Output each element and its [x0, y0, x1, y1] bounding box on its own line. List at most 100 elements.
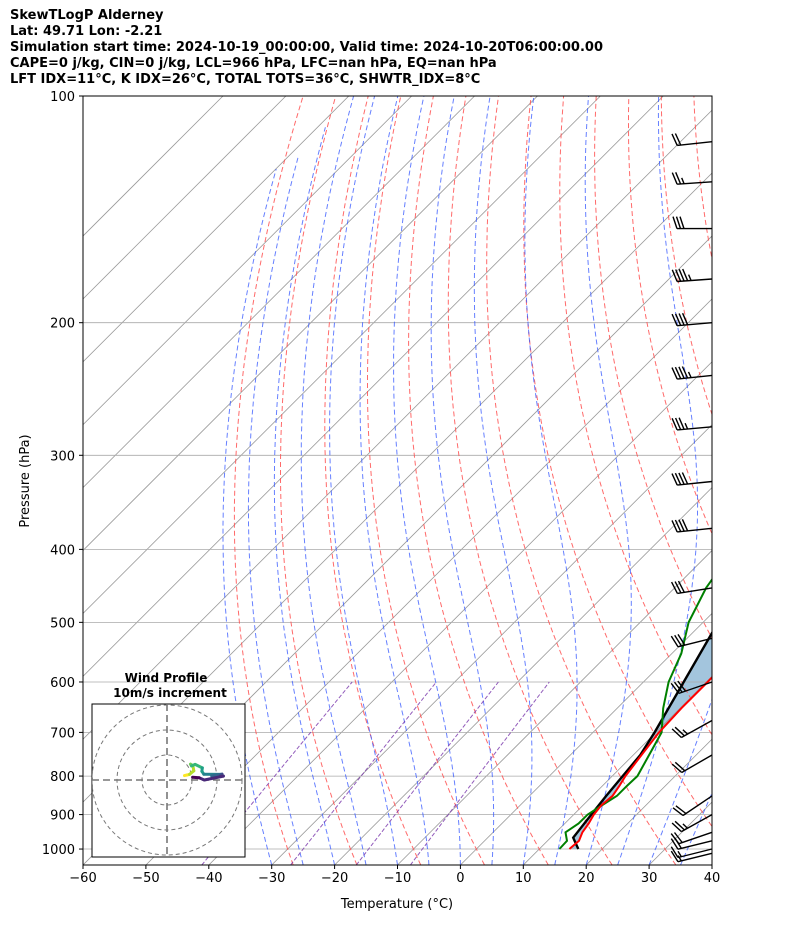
- wind-barb: [671, 519, 713, 533]
- moist-adiabat: [584, 96, 632, 865]
- parcel-profile-line: [571, 630, 712, 850]
- mixing-ratio-line: [409, 681, 550, 865]
- dry-adiabat: [523, 96, 712, 828]
- isotherm-line: [585, 738, 712, 865]
- wind-barb-layer: [670, 133, 713, 863]
- wind-barb: [671, 366, 713, 380]
- isotherm-line: [83, 96, 224, 237]
- wind-barb: [671, 754, 713, 774]
- wind-barb: [670, 831, 713, 845]
- chart-header: SkewTLogP Alderney Lat: 49.71 Lon: -2.21…: [10, 8, 603, 88]
- dry-adiabat: [660, 96, 712, 416]
- isotherm-line: [145, 298, 712, 865]
- moist-adiabat: [711, 863, 712, 865]
- wind-barb: [671, 172, 713, 185]
- y-tick-label: 900: [50, 809, 75, 824]
- wind-barb: [671, 417, 713, 431]
- moist-adiabat: [744, 96, 794, 865]
- wind-barb: [671, 312, 713, 327]
- hodograph-segment: [202, 774, 225, 782]
- x-tick-label: −40: [195, 871, 222, 886]
- simulation-time-line: Simulation start time: 2024-10-19_00:00:…: [10, 40, 603, 55]
- wind-barb: [672, 216, 712, 230]
- y-tick-label: 700: [50, 726, 75, 741]
- dry-adiabat: [408, 96, 549, 865]
- dry-adiabat: [367, 96, 485, 865]
- y-tick-label: 800: [50, 770, 75, 785]
- dry-adiabat: [486, 96, 677, 865]
- moist-adiabat: [300, 96, 367, 865]
- isotherm-line: [83, 96, 412, 426]
- location-line: Lat: 49.71 Lon: -2.21: [10, 24, 163, 39]
- isotherm-line: [83, 96, 287, 300]
- hodograph-segment: [191, 775, 201, 780]
- wind-barb: [671, 133, 713, 147]
- dry-adiabat-layer: [233, 96, 794, 865]
- dry-adiabat: [233, 96, 304, 865]
- isotherm-line: [523, 675, 712, 865]
- wind-barb: [671, 719, 713, 739]
- moist-adiabat: [648, 697, 712, 865]
- y-tick-label: 200: [50, 317, 75, 332]
- mixing-ratio-line: [355, 681, 499, 865]
- x-tick-label: 40: [704, 871, 721, 886]
- isotherm-line: [460, 612, 712, 865]
- isotherm-line: [397, 549, 712, 865]
- isotherm-line: [648, 801, 712, 865]
- isotherm-line: [83, 96, 601, 614]
- temperature-line: [568, 676, 712, 850]
- moist-adiabat: [680, 791, 712, 865]
- chart-title: SkewTLogP Alderney: [10, 8, 164, 23]
- axis-ticks-layer: −60 −50 −40 −30 −20 −10 0 10 20 30 40 1000 900 800 700…: [42, 90, 720, 886]
- x-tick-label: 20: [578, 871, 595, 886]
- isotherm-line: [83, 96, 664, 677]
- y-tick-label: 300: [50, 449, 75, 464]
- hodograph-subtitle: 10m/s increment: [113, 686, 227, 700]
- moist-adiabat: [430, 96, 495, 865]
- wind-barb: [671, 472, 713, 486]
- y-tick-label: 400: [50, 543, 75, 558]
- dry-adiabat: [693, 96, 712, 262]
- x-axis-label: Temperature (°C): [340, 897, 453, 912]
- isotherm-line: [334, 487, 712, 865]
- dry-adiabat: [594, 96, 712, 640]
- profile-layer: [558, 577, 712, 850]
- mixing-ratio-line: [290, 681, 437, 865]
- dry-adiabat: [559, 96, 712, 736]
- wind-barb: [672, 795, 713, 817]
- wind-barb: [670, 680, 713, 695]
- isotherm-line: [83, 96, 538, 552]
- moist-adiabat: [359, 96, 430, 865]
- wind-barb: [671, 268, 713, 283]
- indices-line: LFT IDX=11°C, K IDX=26°C, TOTAL TOTS=36°…: [10, 72, 481, 87]
- y-axis-label: Pressure (hPa): [18, 434, 33, 527]
- moist-adiabat: [473, 96, 533, 865]
- cape-line: CAPE=0 j/kg, CIN=0 j/kg, LCL=966 hPa, LF…: [10, 56, 497, 71]
- y-tick-label: 1000: [42, 843, 75, 858]
- wind-barb: [670, 846, 713, 859]
- dewpoint-line: [558, 577, 712, 850]
- dry-adiabat: [324, 96, 422, 865]
- isotherm-line: [83, 96, 350, 363]
- y-tick-label: 500: [50, 616, 75, 631]
- x-tick-label: −10: [384, 871, 411, 886]
- moist-adiabat: [524, 96, 578, 865]
- y-tick-label: 600: [50, 676, 75, 691]
- moist-adiabat: [329, 96, 398, 865]
- moist-adiabat: [617, 96, 699, 865]
- dry-adiabat: [759, 96, 794, 865]
- wind-barb: [670, 634, 713, 648]
- x-tick-label: 0: [456, 871, 464, 886]
- isotherm-line: [271, 424, 712, 865]
- isotherm-line: [775, 96, 794, 865]
- wind-barb: [670, 580, 713, 595]
- cin-shaded-area: [569, 632, 712, 849]
- x-tick-label: −30: [258, 871, 285, 886]
- moist-adiabat-layer: [222, 96, 794, 865]
- dry-adiabat: [447, 96, 613, 865]
- x-tick-label: −20: [321, 871, 348, 886]
- x-tick-label: 30: [641, 871, 658, 886]
- y-tick-label: 100: [50, 90, 75, 105]
- x-tick-label: −50: [132, 871, 159, 886]
